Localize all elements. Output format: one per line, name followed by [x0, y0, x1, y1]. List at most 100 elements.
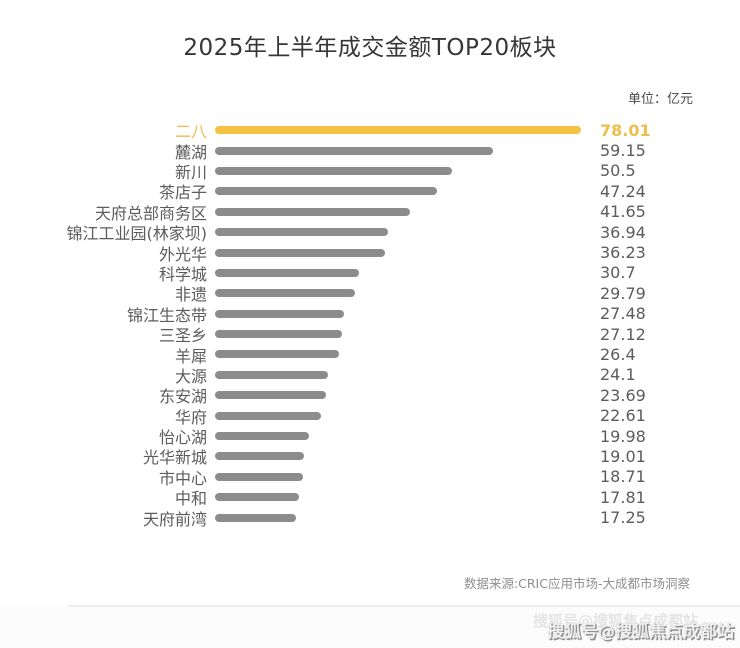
chart-row: 二八 78.01	[0, 120, 740, 142]
bar-track	[215, 493, 581, 502]
category-label: 羊犀	[174, 346, 207, 366]
bar-track	[215, 452, 581, 461]
category-label: 东安湖	[158, 387, 207, 407]
bar-track	[215, 248, 581, 257]
category-label: 科学城	[158, 264, 207, 284]
value-label: 50.5	[600, 161, 636, 181]
value-label: 29.79	[600, 283, 646, 303]
value-bar	[215, 370, 329, 379]
category-label: 光华新城	[142, 448, 207, 468]
bar-track	[215, 472, 581, 481]
value-bar	[215, 248, 385, 257]
chart-row: 市中心 18.71	[0, 467, 740, 488]
value-bar	[215, 166, 452, 175]
category-label: 大源	[174, 366, 207, 386]
value-bar	[215, 289, 355, 298]
value-bar	[215, 207, 411, 216]
chart-row: 锦江生态带 27.48	[0, 304, 740, 325]
value-label: 30.7	[600, 263, 636, 283]
value-label: 23.69	[600, 385, 646, 405]
value-label: 17.25	[600, 508, 646, 528]
value-label: 22.61	[600, 406, 646, 426]
watermark: 搜狐号@搜狐焦点成都站	[547, 622, 734, 642]
bar-track	[215, 289, 581, 298]
chart-row: 光华新城 19.01	[0, 446, 740, 468]
value-bar	[215, 126, 581, 135]
category-label: 天府总部商务区	[94, 203, 207, 223]
value-label: 59.15	[600, 141, 646, 161]
value-bar	[215, 493, 299, 502]
data-source: 数据来源:CRIC应用市场-大成都市场洞察	[463, 576, 690, 591]
bar-track	[215, 432, 581, 441]
category-label: 市中心	[158, 468, 207, 488]
bar-track	[215, 309, 581, 318]
watermark-ghost: 搜狐号@搜狐焦点成都站	[532, 612, 698, 630]
category-label: 天府前湾	[142, 509, 207, 529]
chart-row: 东安湖 23.69	[0, 385, 740, 407]
bar-track	[215, 207, 581, 216]
category-label: 怡心湖	[158, 428, 207, 448]
chart-row: 大源 24.1	[0, 365, 740, 386]
bar-track	[215, 187, 581, 196]
category-label: 茶店子	[158, 183, 207, 203]
value-label: 78.01	[600, 120, 651, 140]
chart-row: 天府总部商务区 41.65	[0, 202, 740, 223]
chart-row: 中和 17.81	[0, 487, 740, 509]
value-bar	[215, 513, 296, 522]
chart-row: 锦江工业园(林家坝) 36.94	[0, 222, 740, 244]
card-divider	[68, 605, 740, 607]
category-label: 华府	[174, 407, 207, 427]
value-bar	[215, 432, 309, 441]
value-bar	[215, 452, 305, 461]
bar-chart: 二八 78.01 麓湖 59.15 新川 50.5 茶店子 47.24 天府总部…	[0, 120, 740, 529]
chart-title: 2025年上半年成交金额TOP20板块	[183, 35, 557, 61]
bar-track	[215, 268, 581, 277]
chart-row: 怡心湖 19.98	[0, 426, 740, 448]
category-label: 麓湖	[174, 142, 207, 162]
chart-row: 新川 50.5	[0, 161, 740, 182]
category-label: 锦江工业园(林家坝)	[66, 224, 208, 244]
value-label: 19.98	[600, 426, 646, 446]
bar-track	[215, 411, 581, 420]
value-label: 36.94	[600, 222, 646, 242]
bar-track	[215, 370, 581, 379]
chart-row: 羊犀 26.4	[0, 344, 740, 366]
value-label: 27.12	[600, 324, 646, 344]
bar-track	[215, 391, 581, 400]
category-label: 外光华	[158, 244, 207, 264]
chart-row: 科学城 30.7	[0, 263, 740, 284]
category-label: 二八	[174, 122, 207, 142]
value-label: 41.65	[600, 202, 646, 222]
value-label: 27.48	[600, 304, 646, 324]
value-bar	[215, 330, 343, 339]
category-label: 三圣乡	[158, 326, 207, 346]
value-label: 19.01	[600, 446, 646, 466]
value-label: 17.81	[600, 487, 646, 507]
value-label: 26.4	[600, 344, 636, 364]
bar-track	[215, 513, 581, 522]
value-bar	[215, 187, 437, 196]
bar-track	[215, 166, 581, 175]
value-bar	[215, 146, 493, 155]
chart-row: 茶店子 47.24	[0, 181, 740, 203]
bar-track	[215, 126, 581, 135]
footer-strip: 搜狐号@搜狐焦点成都站 搜狐号@搜狐焦点成都站	[0, 607, 740, 648]
bar-track	[215, 350, 581, 359]
category-label: 新川	[174, 162, 207, 182]
category-label: 锦江生态带	[126, 305, 207, 325]
value-bar	[215, 228, 389, 237]
chart-row: 外光华 36.23	[0, 242, 740, 264]
chart-row: 麓湖 59.15	[0, 140, 740, 162]
value-bar	[215, 350, 339, 359]
chart-row: 华府 22.61	[0, 405, 740, 427]
bar-track	[215, 330, 581, 339]
category-label: 非遗	[174, 285, 207, 305]
value-bar	[215, 411, 322, 420]
value-bar	[215, 472, 303, 481]
chart-row: 三圣乡 27.12	[0, 324, 740, 346]
bar-track	[215, 146, 581, 155]
value-bar	[215, 309, 344, 318]
category-label: 中和	[174, 489, 207, 509]
value-label: 18.71	[600, 467, 646, 487]
